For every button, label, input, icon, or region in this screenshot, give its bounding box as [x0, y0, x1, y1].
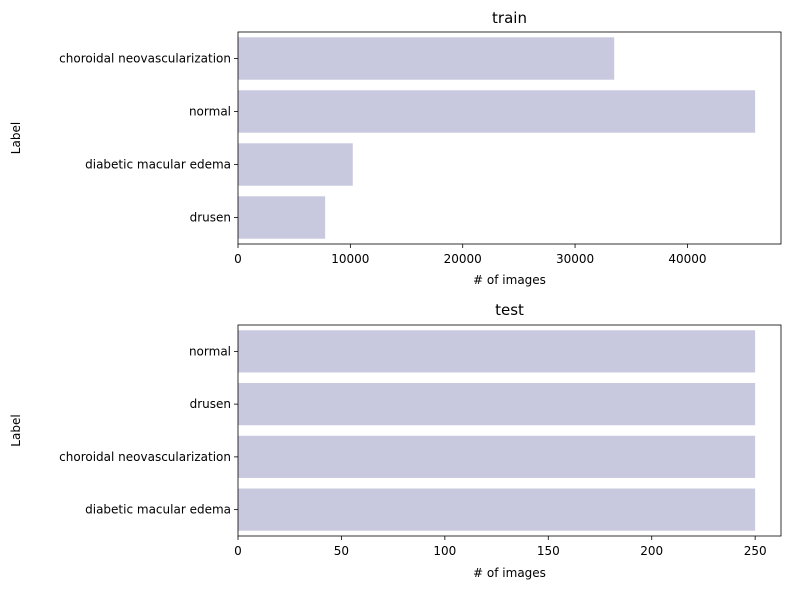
- x-tick-label: 40000: [668, 252, 706, 266]
- x-tick-label: 200: [640, 544, 663, 558]
- x-tick-label: 0: [234, 544, 242, 558]
- x-axis-label: # of images: [473, 566, 546, 580]
- y-axis-label: Label: [9, 122, 23, 154]
- y-tick-label: diabetic macular edema: [85, 158, 231, 172]
- plot-frame: [237, 324, 782, 537]
- plot-frame: [237, 31, 782, 245]
- y-tick-label: drusen: [190, 211, 231, 225]
- y-tick-label: choroidal neovascularization: [59, 52, 231, 66]
- x-tick-label: 30000: [556, 252, 594, 266]
- x-tick-label: 20000: [444, 252, 482, 266]
- y-tick-label: drusen: [190, 397, 231, 411]
- x-tick-label: 0: [234, 252, 242, 266]
- x-tick-label: 250: [744, 544, 767, 558]
- chart-title: test: [495, 301, 524, 319]
- y-tick-label: normal: [189, 105, 231, 119]
- y-tick-label: normal: [189, 344, 231, 358]
- y-tick-label: diabetic macular edema: [85, 503, 231, 517]
- y-axis-label: Label: [9, 414, 23, 446]
- bar-normal: [238, 90, 756, 133]
- bar-normal: [238, 330, 756, 373]
- x-axis-label: # of images: [473, 273, 546, 287]
- bar-choroidal-neovascularization: [238, 435, 756, 478]
- test-panel: normal drusen choroidal neovascularization…: [9, 301, 782, 580]
- bar-diabetic-macular-edema: [238, 143, 353, 186]
- train-panel: choroidal neovascularization normal diabet…: [9, 9, 782, 287]
- bar-drusen: [238, 196, 326, 239]
- x-tick-label: 150: [537, 544, 560, 558]
- chart-title: train: [492, 9, 527, 27]
- x-tick-label: 100: [433, 544, 456, 558]
- bar-drusen: [238, 383, 756, 426]
- y-tick-label: choroidal neovascularization: [59, 450, 231, 464]
- x-tick-label: 50: [334, 544, 349, 558]
- x-tick-label: 10000: [331, 252, 369, 266]
- bar-choroidal-neovascularization: [238, 37, 615, 80]
- bar-diabetic-macular-edema: [238, 488, 756, 531]
